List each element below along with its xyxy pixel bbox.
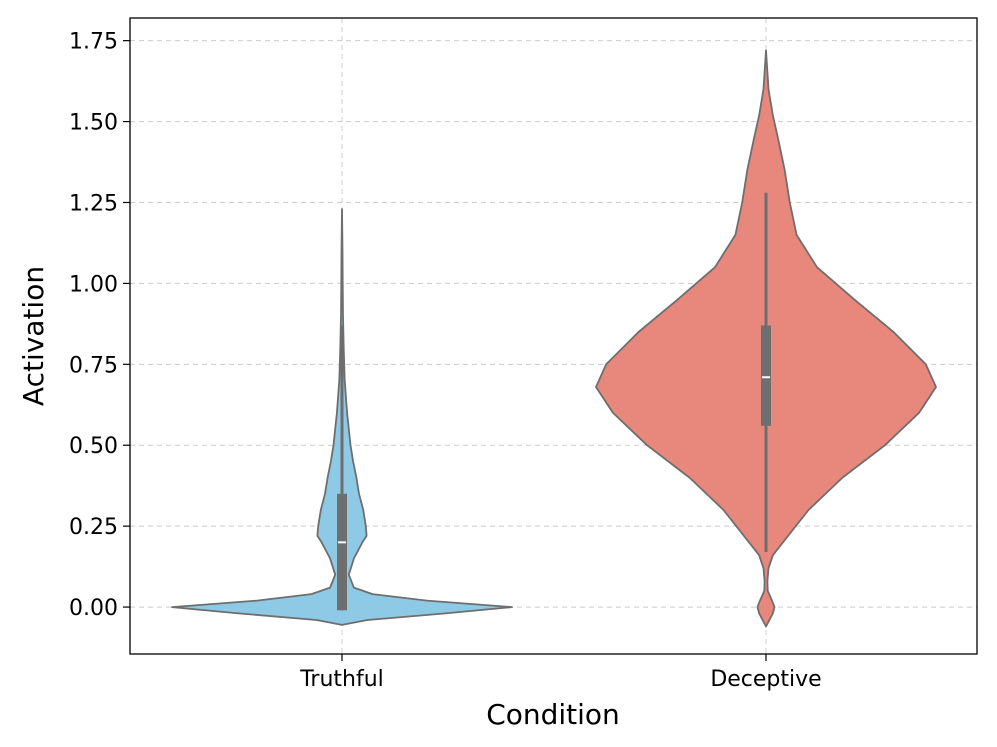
x-tick-label: Truthful bbox=[299, 667, 384, 692]
iqr-box bbox=[337, 493, 347, 611]
y-tick-label: 0.75 bbox=[69, 353, 118, 378]
iqr-box bbox=[761, 325, 771, 426]
y-tick-label: 0.50 bbox=[69, 434, 118, 459]
x-axis: Truthful Deceptive bbox=[299, 654, 822, 692]
x-axis-title: Condition bbox=[486, 698, 620, 731]
y-axis: 0.00 0.25 0.50 0.75 1.00 1.25 1.50 1.75 bbox=[69, 30, 130, 621]
y-axis-title: Activation bbox=[17, 266, 50, 406]
x-tick-label: Deceptive bbox=[710, 667, 821, 692]
y-tick-label: 1.00 bbox=[69, 272, 118, 297]
y-tick-label: 1.50 bbox=[69, 111, 118, 136]
violin-layer bbox=[171, 49, 937, 628]
plot-frame bbox=[129, 17, 978, 655]
y-tick-label: 0.00 bbox=[69, 596, 118, 621]
y-tick-label: 0.25 bbox=[69, 515, 118, 540]
y-tick-label: 1.75 bbox=[69, 30, 118, 55]
y-tick-label: 1.25 bbox=[69, 191, 118, 216]
